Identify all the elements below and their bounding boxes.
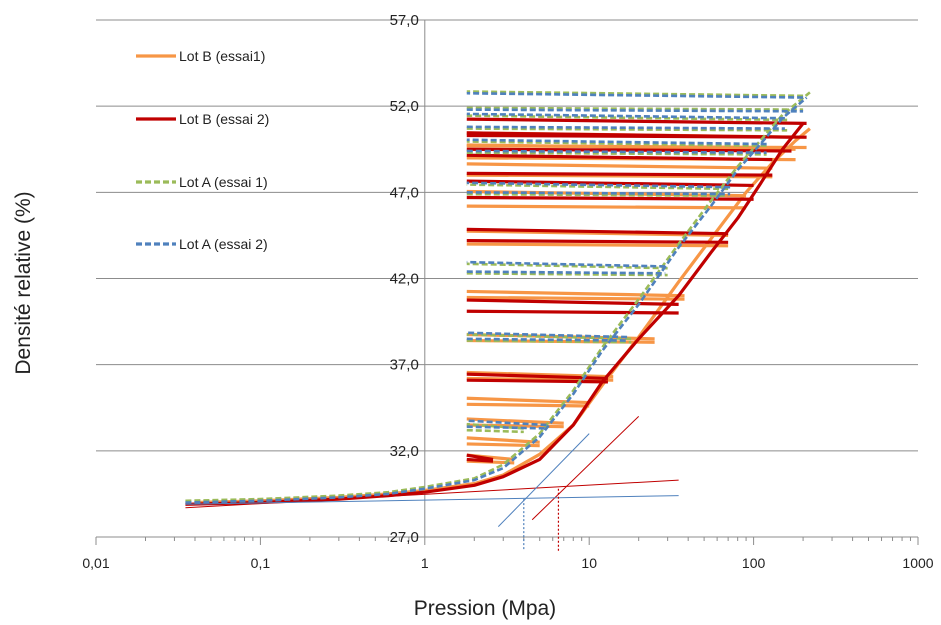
loading-curve <box>185 122 805 506</box>
x-tick-label: 100 <box>742 555 766 571</box>
y-tick-label: 47,0 <box>390 184 419 201</box>
unloading-loop <box>466 289 685 301</box>
x-axis-title: Pression (Mpa) <box>414 597 556 620</box>
legend-label: Lot B (essai1) <box>179 48 265 64</box>
series-lot-a-essai2 <box>185 91 808 504</box>
unloading-loop <box>466 138 767 154</box>
tangent-guides <box>185 416 679 551</box>
unloading-loop <box>466 183 729 198</box>
unloading-loop <box>466 153 773 177</box>
x-tick-label: 1 <box>421 555 429 571</box>
legend-label: Lot A (essai 2) <box>179 236 268 252</box>
unloading-loop <box>466 91 804 113</box>
y-tick-label: 37,0 <box>390 357 419 374</box>
unloading-loop <box>466 114 788 132</box>
y-tick-label: 52,0 <box>390 98 419 115</box>
tangent-line <box>185 479 679 509</box>
x-tick-label: 10 <box>581 555 597 571</box>
unloading-loop <box>466 117 807 139</box>
unloading-loop <box>466 453 494 463</box>
unloading-loop <box>466 396 590 408</box>
tangent-line <box>185 495 679 505</box>
unloading-loop <box>466 419 547 430</box>
tangent-line <box>531 416 640 521</box>
unloading-loop <box>466 90 804 111</box>
tangent-line <box>497 433 590 528</box>
tick-labels: 27,0 32,0 37,0 42,0 47,0 52,0 57,0 0,01 0,1 1 10 10… <box>82 12 933 571</box>
unloading-loop <box>466 333 632 344</box>
y-axis-title: Densité relative (%) <box>12 191 35 374</box>
series-lot-a-essai1 <box>185 90 811 503</box>
loading-curve <box>185 96 808 504</box>
unloading-loop <box>466 162 773 179</box>
series-group <box>185 90 811 506</box>
y-tick-label: 57,0 <box>390 12 419 29</box>
unloading-loop <box>466 260 666 275</box>
series-lot-b-essai2 <box>185 117 807 506</box>
axes <box>95 20 919 545</box>
y-tick-label: 27,0 <box>390 529 419 546</box>
y-tick-label: 32,0 <box>390 443 419 460</box>
legend-label: Lot A (essai 1) <box>179 174 268 190</box>
unloading-loop <box>466 181 731 196</box>
unloading-loop <box>466 112 785 130</box>
unloading-loop <box>466 370 614 382</box>
x-tick-label: 0,01 <box>82 555 109 571</box>
legend: Lot B (essai1) Lot B (essai 2) Lot A (essa… <box>136 48 269 252</box>
x-tick-label: 0,1 <box>251 555 271 571</box>
unloading-loop <box>466 298 679 315</box>
unloading-loop <box>466 227 729 244</box>
y-tick-label: 42,0 <box>390 271 419 288</box>
legend-label: Lot B (essai 2) <box>179 111 269 127</box>
unloading-loop <box>466 262 668 277</box>
x-tick-label: 1000 <box>902 555 933 571</box>
unloading-loop <box>466 179 754 201</box>
loading-curve <box>185 91 811 503</box>
unloading-loop <box>466 140 767 156</box>
gridlines <box>96 19 918 452</box>
